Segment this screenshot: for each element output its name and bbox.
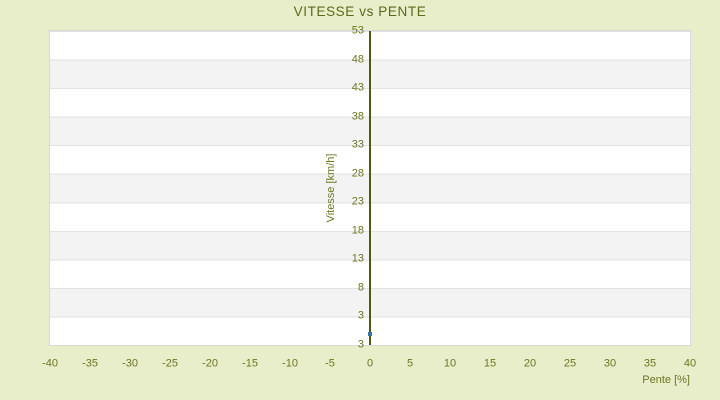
data-point-marker xyxy=(368,331,372,336)
y-tick-label: 8 xyxy=(357,281,364,294)
x-tick-label: 10 xyxy=(443,357,457,370)
x-tick-label: -35 xyxy=(82,357,98,370)
x-tick-label: 15 xyxy=(483,357,497,370)
y-tick-label: 48 xyxy=(351,53,364,66)
y-tick-label: 13 xyxy=(351,252,364,265)
y-axis-line xyxy=(369,31,371,345)
y-tick-label: 3 xyxy=(357,309,364,322)
x-tick-label: 35 xyxy=(643,357,657,370)
x-tick-label: 5 xyxy=(406,357,414,370)
y-axis-title: Vitesse [km/h] xyxy=(325,153,337,223)
x-tick-label: 40 xyxy=(683,357,697,370)
y-tick-label: 3 xyxy=(357,338,364,351)
y-tick-label: 33 xyxy=(351,138,364,151)
x-tick-label: -10 xyxy=(282,357,298,370)
y-tick-label: 43 xyxy=(351,81,364,94)
y-tick-label: 18 xyxy=(351,224,364,237)
x-tick-label: -15 xyxy=(242,357,258,370)
x-tick-label: 20 xyxy=(523,357,537,370)
x-tick-label: -25 xyxy=(162,357,178,370)
y-tick-label: 38 xyxy=(351,110,364,123)
x-tick-label: 30 xyxy=(603,357,617,370)
x-tick-label: 25 xyxy=(563,357,577,370)
x-axis-title: Pente [%] xyxy=(642,374,690,386)
x-tick-label: -30 xyxy=(122,357,138,370)
x-tick-label: -5 xyxy=(325,357,335,370)
x-tick-label: -20 xyxy=(202,357,218,370)
x-tick-label: -40 xyxy=(42,357,58,370)
y-tick-label: 23 xyxy=(351,195,364,208)
y-tick-label: 53 xyxy=(351,24,364,37)
x-tick-label: 0 xyxy=(366,357,374,370)
y-tick-label: 28 xyxy=(351,167,364,180)
chart-title: VITESSE vs PENTE xyxy=(293,4,427,19)
